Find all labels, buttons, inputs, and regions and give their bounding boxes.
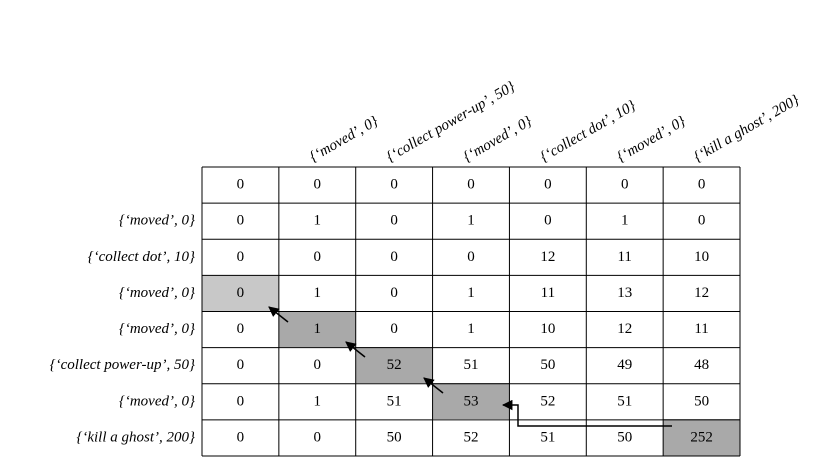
cell-value: 48 [694, 357, 709, 373]
cell-value: 1 [314, 213, 322, 229]
cell-value: 0 [390, 321, 398, 337]
cell-value: 0 [698, 213, 706, 229]
cell-value: 0 [237, 429, 245, 445]
cell-value: 0 [237, 285, 245, 301]
highlight-cell [202, 275, 279, 311]
row-header: {‘moved’, 0} [119, 285, 195, 301]
cell-value: 50 [387, 429, 402, 445]
cell-value: 0 [698, 177, 706, 193]
column-header: {‘moved’, 0} [614, 114, 688, 166]
cell-value: 0 [237, 393, 245, 409]
cell-value: 0 [237, 177, 245, 193]
cell-value: 1 [467, 213, 475, 229]
cell-value: 0 [544, 177, 552, 193]
cell-value: 0 [237, 321, 245, 337]
cell-value: 0 [467, 177, 475, 193]
cell-value: 0 [237, 213, 245, 229]
row-header: {‘moved’, 0} [119, 393, 195, 409]
highlight-cell [433, 383, 509, 419]
cell-value: 1 [314, 321, 322, 337]
arrows [268, 306, 672, 427]
grid [201, 166, 741, 457]
cell-value: 1 [467, 285, 475, 301]
highlight-cell [279, 311, 356, 347]
cell-value: 52 [540, 393, 555, 409]
cell-value: 13 [617, 285, 632, 301]
row-header: {‘moved’, 0} [119, 213, 195, 229]
cell-value: 1 [314, 393, 322, 409]
row-header: {‘moved’, 0} [119, 321, 195, 337]
cell-value: 0 [467, 249, 475, 265]
highlight-cell [663, 419, 740, 456]
cell-value: 12 [540, 249, 555, 265]
column-header: {‘collect power-up’, 50} [384, 79, 518, 166]
cell-value: 0 [621, 177, 629, 193]
cell-value: 1 [467, 321, 475, 337]
cell-value: 51 [540, 429, 555, 445]
arrow [423, 377, 444, 394]
arrow [268, 306, 289, 323]
cell-value: 0 [314, 429, 322, 445]
cell-value: 0 [390, 285, 398, 301]
cell-value: 51 [387, 393, 402, 409]
cell-value: 11 [617, 249, 631, 265]
cell-value: 11 [694, 321, 708, 337]
cell-value: 53 [464, 393, 479, 409]
cell-value: 12 [694, 285, 709, 301]
cell-value: 0 [390, 249, 398, 265]
cell-value: 0 [314, 357, 322, 373]
cell-value: 252 [690, 429, 713, 445]
cell-value: 51 [617, 393, 632, 409]
column-header: {‘kill a ghost’, 200} [691, 92, 802, 165]
cell-value: 0 [390, 213, 398, 229]
cell-value: 0 [314, 249, 322, 265]
column-header: {‘moved’, 0} [461, 114, 535, 166]
cell-value: 1 [621, 213, 629, 229]
row-header: {‘collect dot’, 10} [88, 249, 195, 265]
row-header: {‘kill a ghost’, 200} [76, 429, 195, 445]
cell-value: 50 [540, 357, 555, 373]
cell-value: 51 [464, 357, 479, 373]
highlights [202, 275, 740, 456]
cell-value: 0 [390, 177, 398, 193]
cell-value: 50 [617, 429, 632, 445]
cell-value: 0 [544, 213, 552, 229]
arrow [501, 399, 672, 427]
cell-value: 50 [694, 393, 709, 409]
cell-value: 11 [541, 285, 555, 301]
content: {‘moved’, 0} {‘collect power-up’, 50}{‘mo… [50, 79, 802, 446]
cell-value: 52 [464, 429, 479, 445]
cell-value: 12 [617, 321, 632, 337]
cell-value: 0 [314, 177, 322, 193]
arrow [345, 341, 366, 358]
cell-value: 0 [237, 357, 245, 373]
cell-value: 10 [540, 321, 555, 337]
highlight-cell [356, 347, 433, 383]
cell-value: 10 [694, 249, 709, 265]
cell-value: 49 [617, 357, 632, 373]
cell-value: 1 [314, 285, 322, 301]
cell-value: 52 [387, 357, 402, 373]
cell-value: 0 [237, 249, 245, 265]
column-header: {‘moved’, 0} [307, 114, 381, 166]
row-header: {‘collect power-up’, 50} [50, 357, 195, 373]
